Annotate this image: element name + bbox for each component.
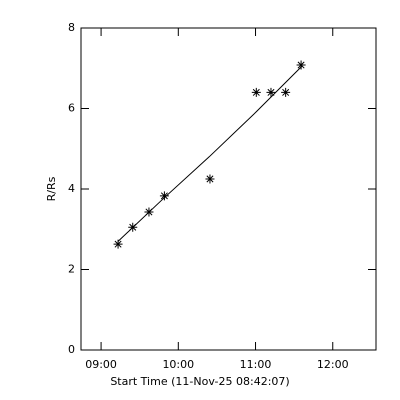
y-tick-label: 6 bbox=[68, 102, 75, 115]
x-tick-label: 09:00 bbox=[85, 358, 117, 371]
x-tick-label: 12:00 bbox=[317, 358, 349, 371]
point bbox=[205, 174, 215, 184]
y-axis-label: R/Rs bbox=[45, 176, 58, 201]
plot-frame bbox=[80, 27, 377, 351]
x-axis-label: Start Time (11-Nov-25 08:42:07) bbox=[110, 375, 289, 388]
x-tick-label: 10:00 bbox=[162, 358, 194, 371]
y-tick-label: 4 bbox=[68, 182, 75, 195]
point bbox=[266, 87, 276, 97]
y-tick-label: 0 bbox=[68, 343, 75, 356]
point bbox=[144, 207, 154, 217]
point bbox=[128, 222, 138, 232]
point bbox=[281, 87, 291, 97]
x-tick-label: 11:00 bbox=[240, 358, 272, 371]
point bbox=[251, 87, 261, 97]
y-tick-label: 8 bbox=[68, 21, 75, 34]
y-tick-label: 2 bbox=[68, 263, 75, 276]
point bbox=[296, 60, 306, 70]
point bbox=[113, 239, 123, 249]
point bbox=[159, 191, 169, 201]
